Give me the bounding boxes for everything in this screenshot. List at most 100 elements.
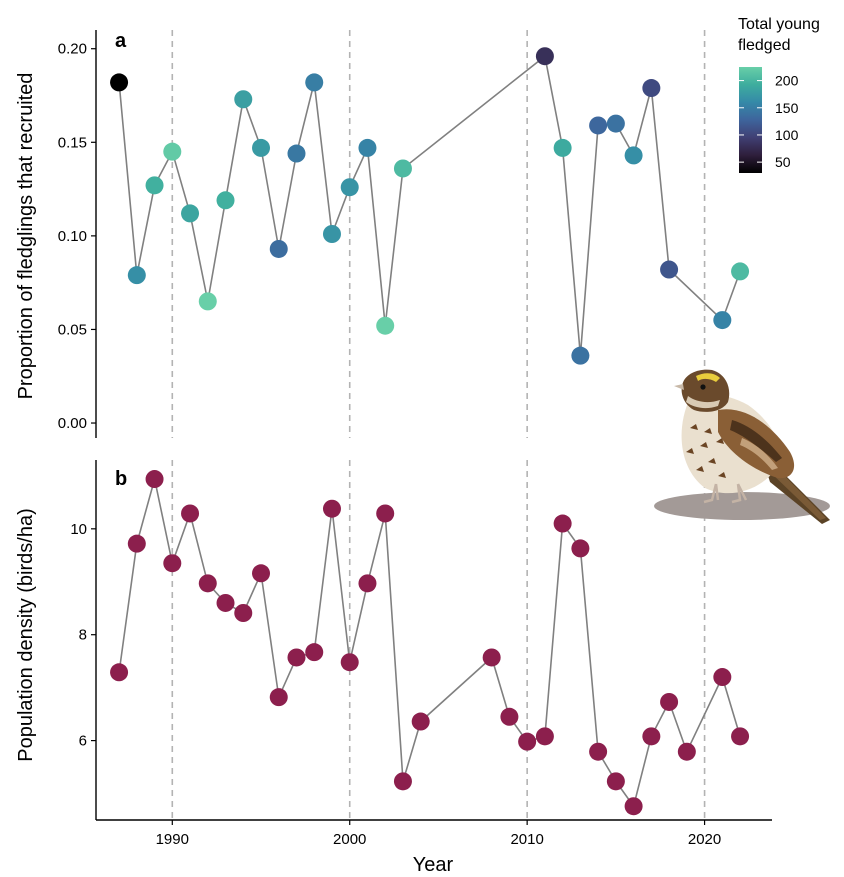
y-ticks-a: 0.00 0.05 0.10 0.15 0.20 <box>58 41 96 432</box>
density-point-1997 <box>287 648 306 667</box>
recruitment-point-2000 <box>340 178 359 197</box>
density-line <box>118 478 741 809</box>
y-axis-title-b: Population density (birds/ha) <box>15 508 37 761</box>
density-point-2013 <box>571 539 590 558</box>
legend-label: 100 <box>775 127 799 143</box>
recruitment-point-2013 <box>571 346 590 365</box>
legend-label: 50 <box>775 154 791 170</box>
y-tick-label: 0.00 <box>58 415 87 432</box>
y-tick-label: 10 <box>70 521 87 538</box>
density-point-2011 <box>535 727 554 746</box>
y-tick-label: 0.05 <box>58 321 87 338</box>
legend-colorbar <box>739 67 762 173</box>
recruitment-point-2022 <box>731 262 750 281</box>
panel-tag-a: a <box>115 30 127 52</box>
density-point-1998 <box>305 643 324 662</box>
y-tick-label: 6 <box>79 733 87 750</box>
density-point-2004 <box>411 712 430 731</box>
panel-b: 6 8 10 1990 2000 2010 2020 b Population densi… <box>15 460 772 876</box>
recruitment-point-1998 <box>305 73 324 92</box>
x-ticks: 1990 2000 2010 2020 <box>156 820 721 848</box>
density-point-1995 <box>252 564 271 583</box>
y-tick-label: 0.20 <box>58 41 87 58</box>
density-point-1990 <box>163 554 182 573</box>
x-tick-label: 2000 <box>333 831 366 848</box>
recruitment-point-1993 <box>216 191 235 210</box>
bird-wing-stripe <box>730 420 782 462</box>
recruitment-point-1988 <box>127 266 146 285</box>
vertical-reference-lines-b <box>171 460 706 820</box>
bird-supercilium <box>696 373 720 382</box>
bird-beak <box>674 384 684 390</box>
density-point-2001 <box>358 574 377 593</box>
recruitment-point-2017 <box>642 79 661 98</box>
bird-wing-bar <box>740 438 778 470</box>
x-tick-label: 2020 <box>688 831 721 848</box>
density-point-2021 <box>713 668 732 687</box>
density-point-2015 <box>606 772 625 791</box>
recruitment-point-2011 <box>535 47 554 66</box>
recruitment-point-2021 <box>713 311 732 330</box>
recruitment-point-2015 <box>606 114 625 133</box>
panel-tag-b: b <box>115 468 127 490</box>
recruitment-point-2001 <box>358 138 377 157</box>
recruitment-point-2016 <box>624 146 643 165</box>
recruitment-line <box>118 54 741 356</box>
legend-label: 200 <box>775 73 799 89</box>
recruitment-point-1991 <box>181 204 200 223</box>
density-point-1988 <box>127 534 146 553</box>
bird-eye <box>700 384 706 390</box>
legend-title-line-2: fledged <box>738 37 791 54</box>
recruitment-point-2003 <box>393 159 412 178</box>
color-legend: Total young fledged 200 150 100 50 <box>738 16 820 173</box>
density-point-1989 <box>145 470 164 489</box>
density-point-2017 <box>642 727 661 746</box>
density-point-2019 <box>677 742 696 761</box>
recruitment-point-1995 <box>252 138 271 157</box>
density-point-2012 <box>553 514 572 533</box>
recruitment-point-1990 <box>163 142 182 161</box>
density-points <box>110 470 750 816</box>
panel-a: 0.00 0.05 0.10 0.15 0.20 a Proportion of fle… <box>15 30 750 438</box>
recruitment-point-1987 <box>110 73 129 92</box>
recruitment-point-1997 <box>287 144 306 163</box>
y-axis-title-a: Proportion of fledglings that recruited <box>15 73 37 400</box>
density-point-2016 <box>624 797 643 816</box>
x-tick-label: 2010 <box>510 831 543 848</box>
density-point-2003 <box>393 772 412 791</box>
recruitment-point-2012 <box>553 138 572 157</box>
y-ticks-b: 6 8 10 <box>70 521 96 750</box>
density-point-2002 <box>376 504 395 523</box>
density-point-1994 <box>234 604 253 622</box>
density-point-2009 <box>500 707 519 726</box>
x-tick-label: 1990 <box>156 831 189 848</box>
recruitment-point-1994 <box>234 90 253 109</box>
y-tick-label: 8 <box>79 627 87 644</box>
density-point-2022 <box>731 727 750 746</box>
density-point-1991 <box>181 504 200 523</box>
y-tick-label: 0.10 <box>58 228 87 245</box>
bird-shadow <box>654 492 830 520</box>
density-point-2008 <box>482 648 501 667</box>
vertical-reference-lines-a <box>171 30 706 438</box>
savannah-sparrow-illustration <box>654 369 830 524</box>
recruitment-point-1989 <box>145 176 164 195</box>
density-point-1996 <box>269 688 288 707</box>
y-tick-label: 0.15 <box>58 134 87 151</box>
density-point-1993 <box>216 593 235 612</box>
density-point-1987 <box>110 663 129 682</box>
recruitment-point-2018 <box>660 260 679 279</box>
density-point-1992 <box>198 574 217 593</box>
x-axis-title: Year <box>413 854 454 876</box>
bird-cheek <box>686 396 720 409</box>
density-point-1999 <box>322 499 341 518</box>
density-point-2014 <box>589 742 608 761</box>
recruitment-point-2014 <box>589 116 608 135</box>
bird-legs <box>703 483 748 504</box>
density-point-2010 <box>518 732 537 751</box>
recruitment-point-2002 <box>376 316 395 335</box>
legend-label: 150 <box>775 100 799 116</box>
recruitment-point-1992 <box>198 292 217 311</box>
legend-ticks: 200 150 100 50 <box>739 73 799 170</box>
